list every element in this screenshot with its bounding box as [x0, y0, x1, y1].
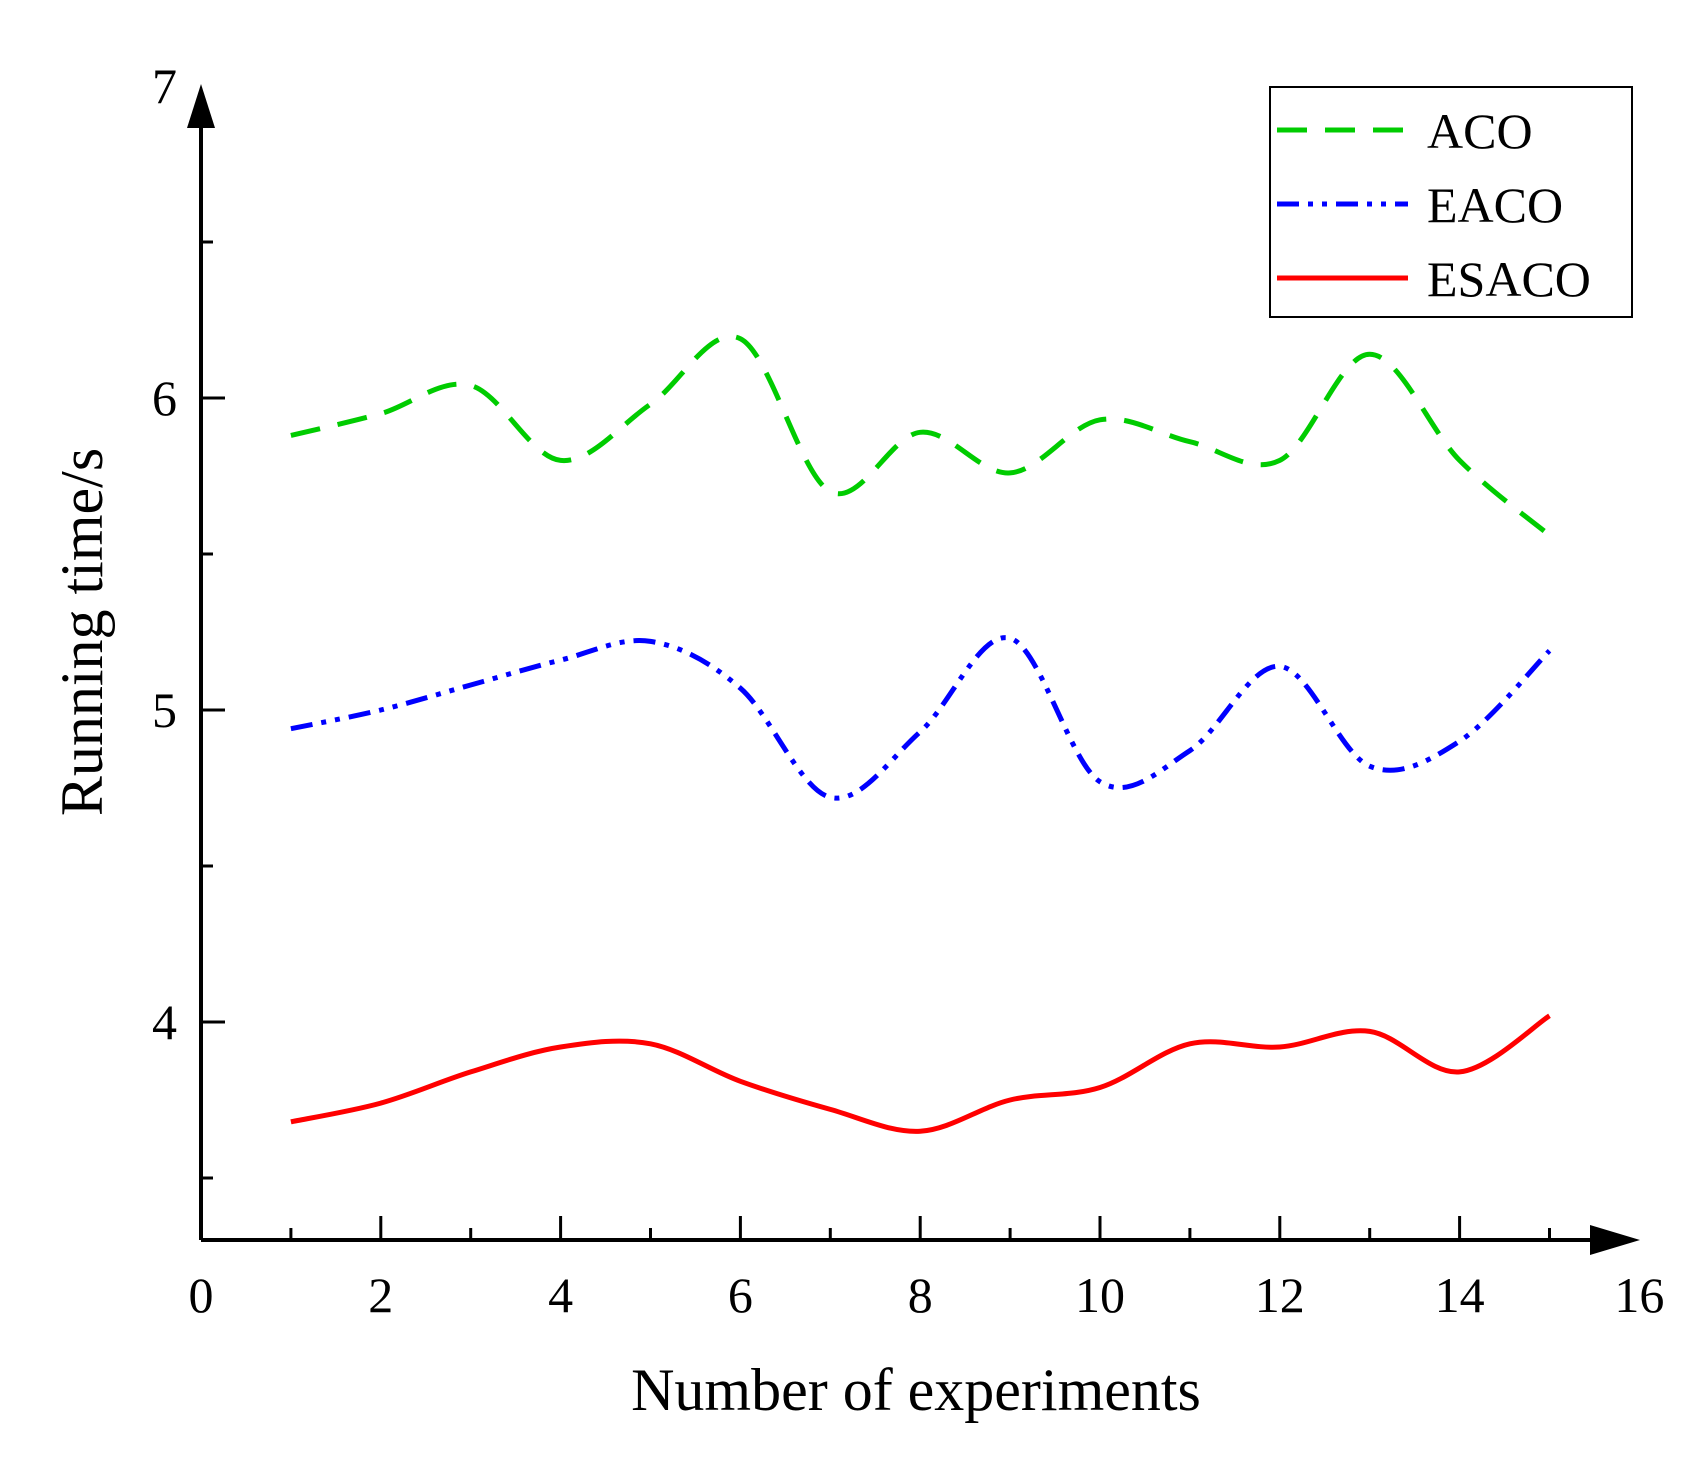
legend-label-esaco: ESACO	[1427, 251, 1591, 307]
axes: 0 2 4 6 8 10 12 14 16 4 5 6 7	[152, 58, 1664, 1323]
x-tick-label: 2	[368, 1267, 393, 1323]
y-tick-label: 6	[152, 370, 177, 426]
x-tick-label: 16	[1614, 1267, 1664, 1323]
series-line-esaco	[290, 1013, 1551, 1134]
x-axis-title: Number of experiments	[631, 1357, 1201, 1423]
y-axis-title: Running time/s	[49, 448, 115, 816]
x-tick-label: 12	[1255, 1267, 1305, 1323]
x-tick-label: 4	[548, 1267, 573, 1323]
y-tick-label: 5	[152, 682, 177, 738]
series-line-eaco	[290, 635, 1552, 801]
y-tick-label: 7	[152, 58, 177, 114]
y-tick-label: 4	[152, 994, 177, 1050]
legend-label-eaco: EACO	[1427, 177, 1563, 233]
x-tick-label: 10	[1075, 1267, 1125, 1323]
x-tick-label: 14	[1435, 1267, 1485, 1323]
legend: ACO EACO ESACO	[1269, 86, 1633, 318]
x-tick-label: 0	[189, 1267, 214, 1323]
x-tick-label: 8	[908, 1267, 933, 1323]
series-layer	[290, 334, 1552, 1134]
series-line-aco	[290, 334, 1552, 538]
x-tick-label: 6	[728, 1267, 753, 1323]
y-axis-arrow	[187, 84, 215, 128]
x-axis-arrow	[1590, 1225, 1640, 1255]
legend-label-aco: ACO	[1427, 103, 1533, 159]
